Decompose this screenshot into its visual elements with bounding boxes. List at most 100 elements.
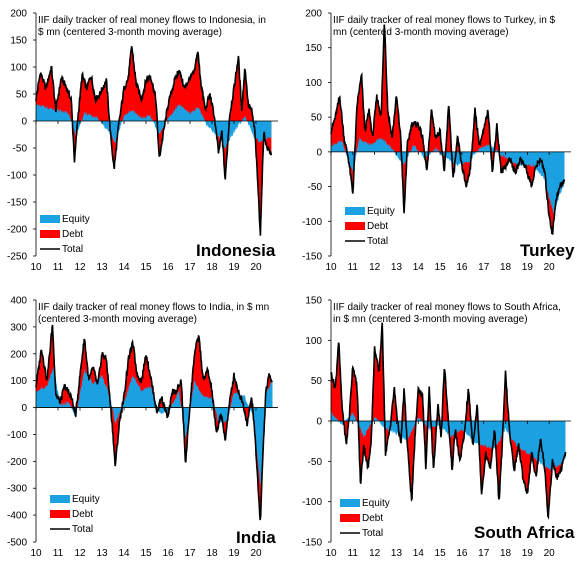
x-tick-label: 14: [118, 548, 130, 559]
equity-area: [36, 103, 272, 149]
legend-label: Total: [367, 236, 388, 247]
x-tick-label: 18: [500, 548, 512, 559]
legend-swatch: [345, 207, 365, 215]
y-tick-label: 200: [10, 9, 27, 20]
y-tick-label: 100: [10, 376, 27, 387]
x-tick-label: 12: [369, 262, 381, 273]
debt-area: [36, 325, 273, 521]
x-tick-label: 11: [348, 548, 359, 559]
y-tick-label: -100: [7, 171, 27, 182]
legend-label: Debt: [362, 513, 383, 524]
total-line: [330, 24, 566, 235]
x-tick-label: 11: [348, 262, 359, 273]
chart-title: IIF daily tracker of real money flows to…: [333, 302, 561, 313]
y-tick-label: 0: [316, 147, 322, 158]
legend-label: Equity: [72, 494, 100, 505]
x-tick-label: 13: [391, 262, 403, 273]
x-tick-label: 12: [74, 548, 86, 559]
x-tick-label: 10: [325, 262, 337, 273]
y-tick-label: 150: [305, 43, 322, 54]
legend-label: Equity: [362, 498, 390, 509]
chart-title: IIF daily tracker of real money flows to…: [38, 15, 266, 26]
x-tick-label: 13: [96, 262, 108, 273]
x-tick-label: 12: [74, 262, 86, 273]
x-tick-label: 13: [96, 548, 108, 559]
y-tick-label: 0: [21, 403, 27, 414]
y-tick-label: 100: [305, 78, 322, 89]
x-tick-label: 16: [162, 262, 174, 273]
y-tick-label: -200: [7, 225, 27, 236]
chart-title: IIF daily tracker of real money flows to…: [333, 15, 556, 26]
country-label: India: [236, 528, 276, 547]
legend-label: Debt: [62, 229, 83, 240]
y-tick-label: 200: [10, 349, 27, 360]
x-tick-label: 14: [413, 548, 425, 559]
y-tick-label: 400: [10, 296, 27, 307]
legend-label: Total: [362, 528, 383, 539]
x-tick-label: 17: [478, 548, 490, 559]
y-tick-label: -300: [7, 484, 27, 495]
x-tick-label: 10: [325, 548, 337, 559]
x-tick-label: 19: [522, 548, 534, 559]
x-tick-label: 20: [250, 262, 262, 273]
legend-swatch: [40, 215, 60, 223]
x-tick-label: 10: [30, 262, 42, 273]
x-tick-label: 16: [456, 548, 468, 559]
x-tick-label: 18: [500, 262, 512, 273]
y-tick-label: 50: [311, 376, 323, 387]
y-tick-label: 300: [10, 322, 27, 333]
x-tick-label: 17: [184, 548, 196, 559]
legend-swatch: [340, 514, 360, 522]
y-tick-label: -150: [302, 538, 322, 549]
x-tick-label: 16: [456, 262, 468, 273]
legend-label: Total: [72, 524, 93, 535]
x-tick-label: 20: [544, 548, 556, 559]
equity-area: [36, 367, 273, 486]
x-tick-label: 18: [206, 548, 218, 559]
y-tick-label: 100: [305, 336, 322, 347]
legend-label: Equity: [367, 206, 395, 217]
x-tick-label: 10: [30, 548, 42, 559]
x-tick-label: 14: [118, 262, 130, 273]
country-label: Turkey: [520, 241, 575, 260]
y-tick-label: -100: [302, 497, 322, 508]
x-tick-label: 13: [391, 548, 403, 559]
chart-title: in $ mn (centered 3-month moving average…: [333, 314, 528, 325]
y-tick-label: 150: [305, 296, 322, 307]
x-tick-label: 20: [544, 262, 556, 273]
x-tick-label: 17: [478, 262, 490, 273]
y-tick-label: -200: [7, 457, 27, 468]
legend-swatch: [340, 499, 360, 507]
equity-area: [331, 136, 565, 216]
x-tick-label: 15: [435, 262, 447, 273]
total-line: [35, 324, 273, 521]
x-tick-label: 12: [369, 548, 381, 559]
legend-label: Total: [62, 244, 83, 255]
total-line: [330, 322, 567, 520]
y-tick-label: -150: [302, 252, 322, 263]
y-tick-label: -150: [7, 198, 27, 209]
y-tick-label: -50: [308, 457, 323, 468]
y-tick-label: -50: [308, 182, 323, 193]
x-tick-label: 18: [206, 262, 218, 273]
x-tick-label: 19: [228, 262, 240, 273]
x-tick-label: 15: [140, 548, 152, 559]
x-tick-label: 19: [522, 262, 534, 273]
x-tick-label: 20: [250, 548, 262, 559]
x-tick-label: 15: [140, 262, 152, 273]
y-tick-label: 50: [311, 113, 323, 124]
x-tick-label: 17: [184, 262, 196, 273]
legend-label: Equity: [62, 214, 90, 225]
y-tick-label: 150: [10, 36, 27, 47]
x-tick-label: 11: [53, 548, 64, 559]
y-tick-label: -100: [7, 430, 27, 441]
chart-title: IIF daily tracker of real money flows to…: [38, 302, 269, 313]
y-tick-label: 200: [305, 9, 322, 20]
legend-label: Debt: [72, 509, 93, 520]
x-tick-label: 16: [162, 548, 174, 559]
